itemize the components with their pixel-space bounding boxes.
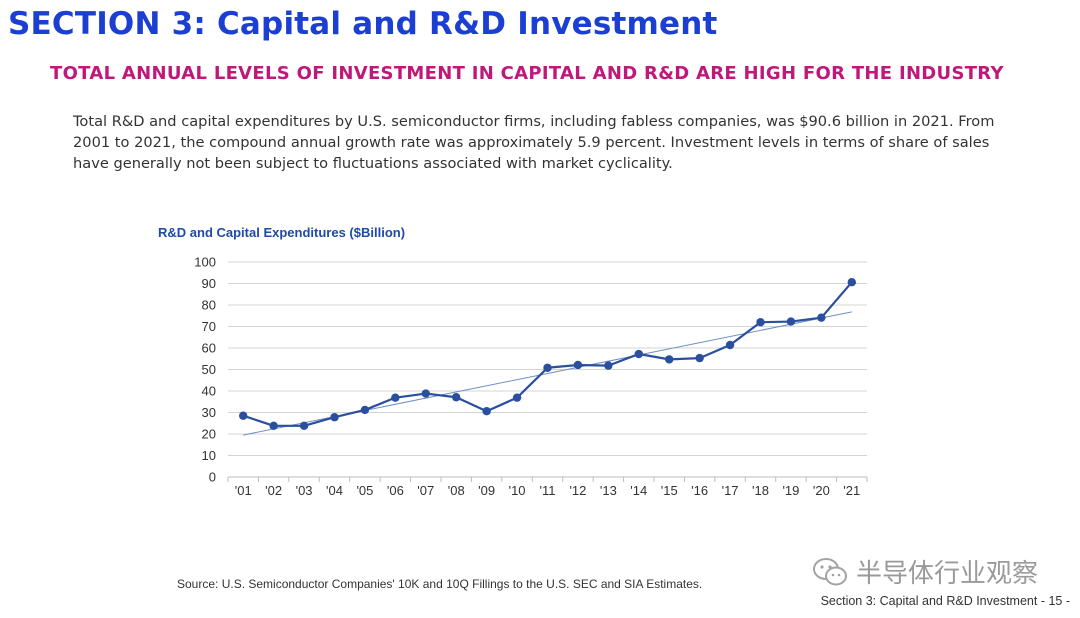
x-tick-label: '09 xyxy=(478,483,495,498)
data-point xyxy=(817,313,826,322)
x-tick-label: '05 xyxy=(356,483,373,498)
source-note: Source: U.S. Semiconductor Companies' 10… xyxy=(177,577,703,591)
data-point xyxy=(269,421,278,431)
x-tick-label: '01 xyxy=(235,483,252,498)
data-point xyxy=(299,421,309,431)
x-tick-label: '13 xyxy=(600,483,617,498)
x-tick-label: '10 xyxy=(509,483,526,498)
data-point xyxy=(543,363,552,372)
data-point xyxy=(725,340,735,350)
x-tick-label: '06 xyxy=(387,483,404,498)
y-tick-label: 10 xyxy=(202,448,216,463)
data-point xyxy=(786,317,796,326)
data-point xyxy=(573,360,583,370)
x-tick-label: '21 xyxy=(843,483,860,498)
y-tick-label: 50 xyxy=(202,362,216,377)
y-tick-label: 60 xyxy=(202,341,216,356)
data-point xyxy=(482,407,491,416)
x-tick-label: '18 xyxy=(752,483,769,498)
data-point xyxy=(756,318,765,327)
watermark: 半导体行业观察 xyxy=(812,553,1038,590)
x-tick-label: '12 xyxy=(569,483,586,498)
page-footer: Section 3: Capital and R&D Investment - … xyxy=(820,594,1070,608)
y-tick-label: 100 xyxy=(194,255,216,270)
data-point xyxy=(239,411,248,420)
watermark-text: 半导体行业观察 xyxy=(856,559,1039,589)
chart-title: R&D and Capital Expenditures ($Billion) xyxy=(158,225,406,240)
data-point xyxy=(695,353,704,363)
x-tick-label: '08 xyxy=(448,483,465,498)
series-line xyxy=(242,281,853,427)
data-point xyxy=(360,405,370,415)
data-point xyxy=(452,393,461,402)
y-tick-label: 90 xyxy=(202,276,216,291)
y-tick-label: 0 xyxy=(209,470,216,485)
y-tick-label: 70 xyxy=(202,319,216,334)
data-point xyxy=(665,355,674,364)
y-tick-label: 20 xyxy=(202,427,216,442)
x-tick-label: '07 xyxy=(417,483,434,498)
x-tick-label: '03 xyxy=(296,483,313,498)
wechat-icon xyxy=(812,557,848,587)
y-tick-label: 80 xyxy=(202,298,216,313)
y-tick-label: 30 xyxy=(202,405,216,420)
x-tick-label: '20 xyxy=(813,483,830,498)
data-point xyxy=(512,393,522,402)
x-tick-label: '19 xyxy=(782,483,799,498)
x-tick-label: '15 xyxy=(661,483,678,498)
x-tick-label: '11 xyxy=(540,483,556,498)
data-point xyxy=(847,278,856,287)
x-tick-label: '17 xyxy=(722,483,739,498)
data-point xyxy=(391,393,400,402)
intro-paragraph: Total R&D and capital expenditures by U.… xyxy=(73,113,995,172)
y-tick-label: 40 xyxy=(202,384,216,399)
x-tick-label: '02 xyxy=(265,483,282,498)
x-tick-label: '04 xyxy=(326,483,343,498)
section-subtitle: TOTAL ANNUAL LEVELS OF INVESTMENT IN CAP… xyxy=(50,63,1004,84)
section-title: SECTION 3: Capital and R&D Investment xyxy=(8,6,718,42)
x-tick-label: '14 xyxy=(630,483,647,498)
x-tick-label: '16 xyxy=(691,483,708,498)
data-point xyxy=(421,389,430,398)
data-point xyxy=(604,361,613,370)
data-point xyxy=(330,413,339,422)
data-point xyxy=(634,349,643,359)
